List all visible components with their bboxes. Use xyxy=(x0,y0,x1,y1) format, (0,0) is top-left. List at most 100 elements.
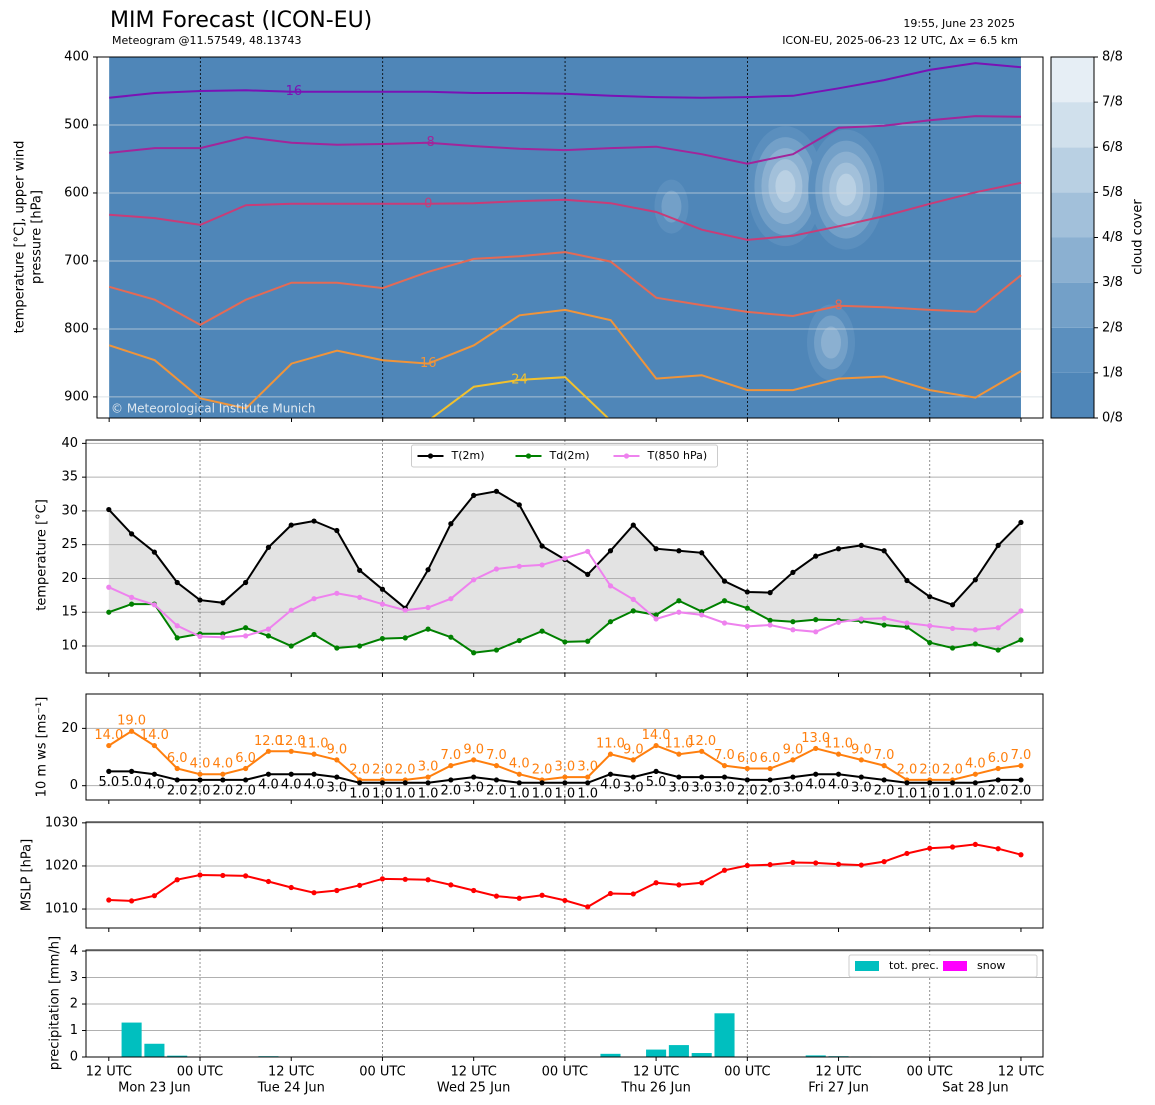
point xyxy=(653,612,659,618)
legend-frame xyxy=(411,444,718,468)
value-label: 11.0 xyxy=(300,737,329,752)
point xyxy=(813,629,819,635)
point xyxy=(311,751,317,757)
point xyxy=(106,742,112,749)
bar xyxy=(600,1053,621,1057)
value-label: 1.0 xyxy=(349,786,370,801)
point xyxy=(448,596,454,602)
value-label: 4.0 xyxy=(258,778,279,793)
point xyxy=(220,600,226,606)
point xyxy=(311,890,317,896)
point xyxy=(562,780,568,786)
point xyxy=(448,763,454,769)
layer-grid xyxy=(86,440,1043,673)
point xyxy=(767,590,773,596)
layer-data: -16 -8 0 8 16 24 xyxy=(108,62,1022,418)
point xyxy=(197,777,203,783)
x-date-label: Wed 25 Jun xyxy=(437,1081,510,1096)
point xyxy=(904,624,910,630)
value-label: 3.0 xyxy=(326,781,347,796)
point xyxy=(721,620,728,626)
y-tick-label: 10 xyxy=(61,638,78,653)
point xyxy=(425,780,431,786)
point xyxy=(448,882,454,888)
point xyxy=(220,771,226,777)
model-info: ICON-EU, 2025-06-23 12 UTC, Δx = 6.5 km xyxy=(782,34,1018,47)
point xyxy=(471,887,477,894)
value-label: 4.0 xyxy=(190,757,211,772)
bar xyxy=(646,1049,667,1057)
colorbar-tick-label: 4/8 xyxy=(1102,230,1123,245)
value-label: 7.0 xyxy=(441,748,462,763)
legend-swatch xyxy=(943,961,967,971)
bar xyxy=(805,1055,826,1057)
colorbar-tick-label: 8/8 xyxy=(1102,50,1123,65)
value-label: 9.0 xyxy=(326,742,347,757)
point xyxy=(721,598,728,604)
point xyxy=(699,550,705,556)
point xyxy=(106,768,112,774)
point xyxy=(607,583,614,589)
legend-label: snow xyxy=(977,959,1005,972)
point xyxy=(539,543,545,549)
point xyxy=(995,777,1001,783)
point xyxy=(858,542,864,548)
point xyxy=(1018,637,1024,643)
y-tick-label: 600 xyxy=(64,185,89,200)
y-tick-label: 30 xyxy=(61,503,78,518)
point xyxy=(835,546,842,552)
value-label: 7.0 xyxy=(486,748,507,763)
value-label: 2.0 xyxy=(897,762,918,777)
point xyxy=(972,577,978,583)
point xyxy=(607,771,614,777)
point xyxy=(653,880,659,886)
point xyxy=(653,768,659,774)
point xyxy=(174,635,180,641)
point xyxy=(813,745,819,752)
point xyxy=(630,596,636,602)
point xyxy=(699,612,705,618)
x-tick-label: 12 UTC xyxy=(998,1065,1044,1080)
point xyxy=(585,774,591,780)
point xyxy=(904,780,910,786)
point xyxy=(562,774,568,780)
point xyxy=(972,841,978,848)
point xyxy=(448,777,454,783)
value-label: 3.0 xyxy=(555,760,576,775)
point xyxy=(402,780,408,786)
point xyxy=(334,774,340,780)
point xyxy=(174,765,180,772)
point xyxy=(585,571,591,577)
value-label: 5.0 xyxy=(121,775,142,790)
y-tick-label: 900 xyxy=(64,389,89,404)
temperature-contour xyxy=(430,376,610,418)
legend-label: T(850 hPa) xyxy=(647,449,708,462)
point xyxy=(699,748,705,754)
point xyxy=(334,887,340,894)
value-label: 9.0 xyxy=(623,742,644,757)
point xyxy=(607,890,614,897)
point xyxy=(288,771,294,777)
value-label: 2.0 xyxy=(532,762,553,777)
point xyxy=(197,872,203,878)
copyright: © Meteorological Institute Munich xyxy=(111,402,315,416)
value-label: 2.0 xyxy=(737,783,758,798)
point xyxy=(174,623,180,629)
contour-label: 0 xyxy=(424,196,432,211)
point xyxy=(151,742,158,749)
colorbar-band xyxy=(1051,147,1094,193)
point xyxy=(379,780,386,786)
point xyxy=(151,602,158,608)
legend-marker xyxy=(427,453,434,459)
point xyxy=(379,635,386,642)
point xyxy=(106,506,112,513)
point xyxy=(881,763,887,769)
contour-label: 16 xyxy=(420,356,437,371)
value-label: 1.0 xyxy=(509,786,530,801)
axes-frame xyxy=(85,821,1044,929)
point xyxy=(265,633,272,639)
value-label: 3.0 xyxy=(418,760,439,775)
x-tick-label: 12 UTC xyxy=(86,1065,132,1080)
colorbar-tick-label: 5/8 xyxy=(1102,185,1123,200)
